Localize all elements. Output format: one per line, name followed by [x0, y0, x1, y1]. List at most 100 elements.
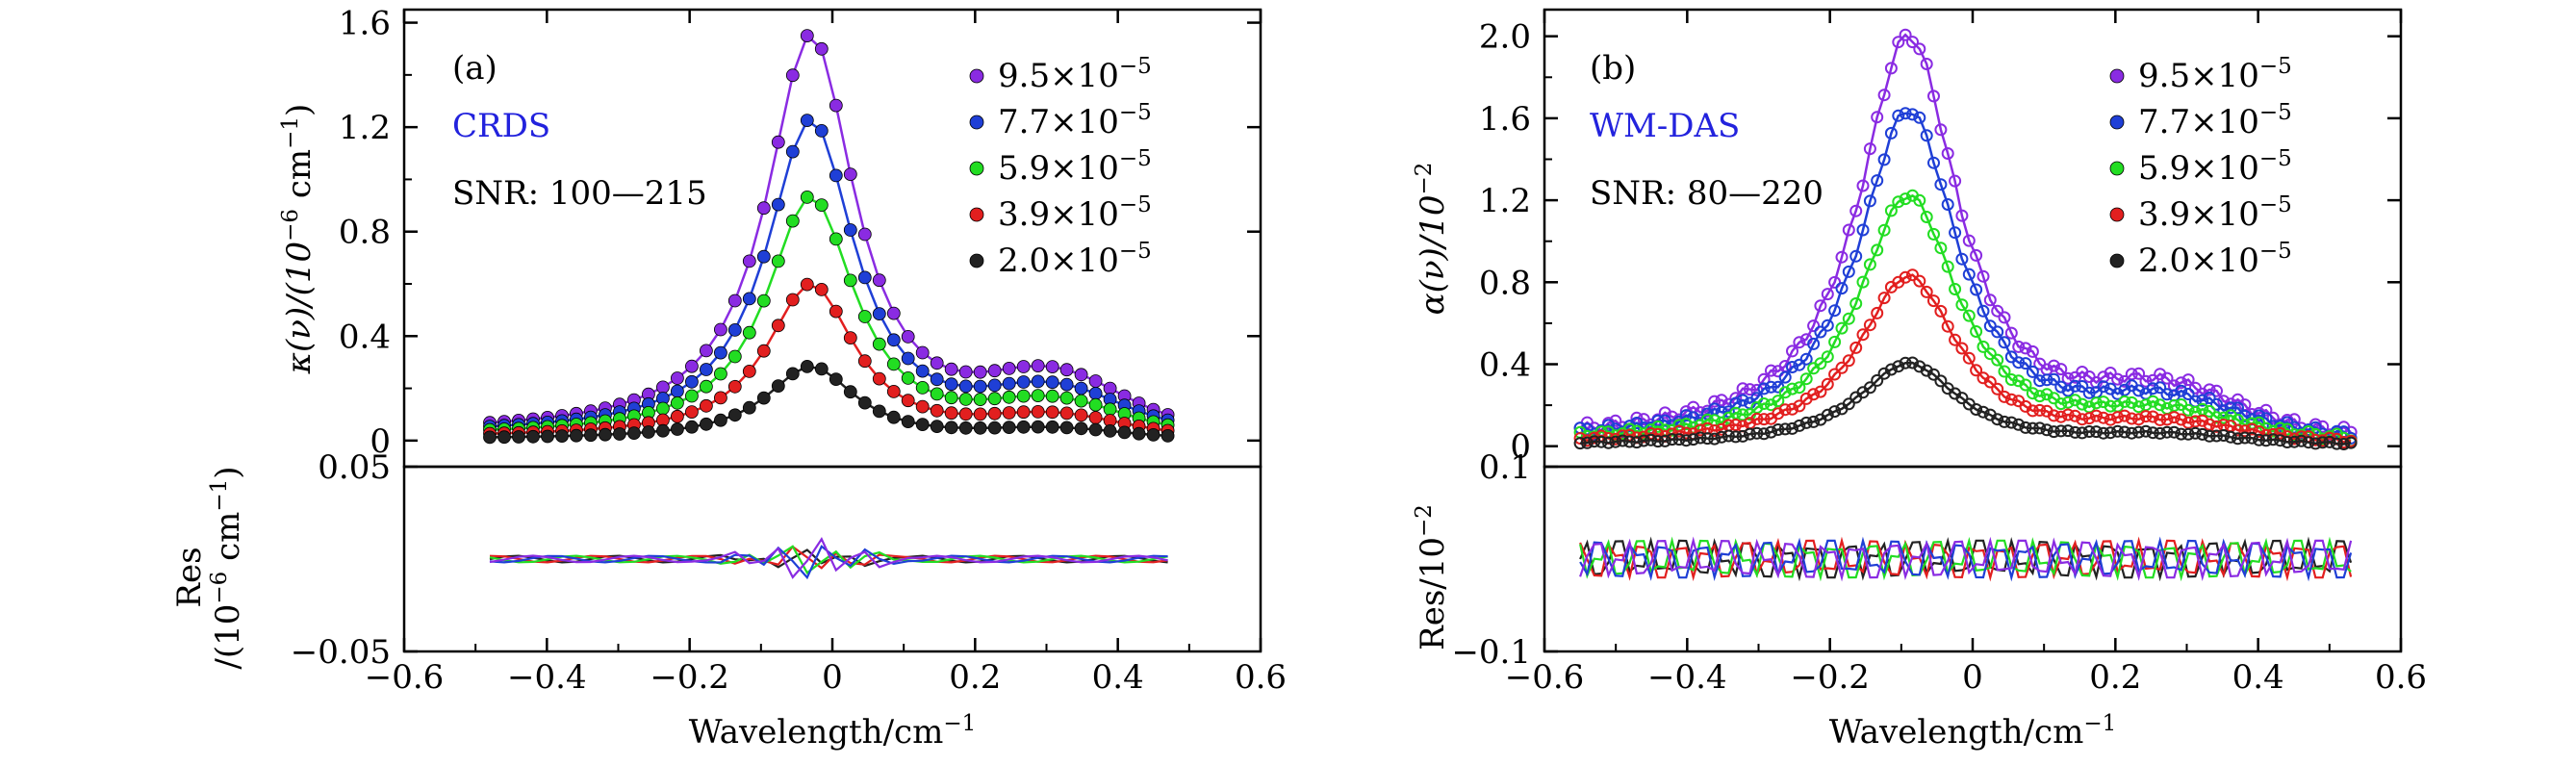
a-series-point-1	[987, 378, 1002, 393]
b-series-point-3	[2188, 415, 2202, 428]
a-res-yticks: 0.05 −0.05	[291, 448, 418, 672]
b-series-point-1	[1863, 194, 1876, 208]
a-res-series	[489, 537, 1168, 580]
b-series-point-0	[1842, 223, 1855, 237]
a-legend-marker	[969, 68, 984, 84]
a-series-point-4	[656, 423, 670, 438]
b-series-point-2	[1700, 413, 1714, 426]
b-series-point-1	[1835, 282, 1849, 295]
b-series-point-2	[1849, 297, 1863, 310]
b-series-point-4	[1991, 413, 2004, 426]
a-series-point-4	[671, 422, 684, 436]
b-snr-label: SNR: 80—220	[1590, 174, 1824, 213]
b-series-point-1	[1927, 156, 1940, 169]
a-series-point-3	[814, 282, 829, 296]
a-series-point-1	[1002, 376, 1016, 391]
b-series-point-1	[2069, 379, 2081, 393]
b-series-point-2	[1913, 193, 1926, 207]
a-series-point-2	[843, 273, 857, 288]
a-series-point-3	[857, 354, 872, 369]
a-residual-line-1	[489, 545, 1168, 570]
b-series-point-0	[1927, 89, 1940, 103]
b-series-point-4	[1998, 415, 2011, 428]
b-legend-label: 9.5×10−5	[2138, 54, 2292, 95]
a-series-point-2	[800, 190, 814, 204]
b-series-point-0	[2217, 395, 2231, 408]
a-xtick-label: 0.6	[1235, 658, 1287, 697]
b-series-point-2	[1998, 365, 2011, 378]
a-series-point-4	[1088, 422, 1103, 437]
b-series-point-0	[1786, 344, 1798, 358]
b-series-point-3	[1998, 390, 2011, 403]
a-series-point-3	[872, 371, 886, 386]
b-series-point-4	[2224, 430, 2237, 444]
b-series-point-3	[2154, 413, 2167, 426]
b-series-point-2	[1821, 350, 1834, 364]
a-series-point-4	[483, 430, 497, 445]
a-series-point-3	[1045, 405, 1059, 420]
b-series-point-3	[2104, 413, 2117, 426]
b-series-point-4	[1609, 435, 1622, 448]
b-ytick-label: 0	[1510, 428, 1531, 467]
b-series-point-0	[2047, 359, 2060, 372]
b-series-point-4	[1580, 436, 1594, 449]
b-series-point-3	[2146, 410, 2159, 423]
a-snr-label: SNR: 100—215	[452, 174, 707, 213]
b-series-point-0	[2026, 344, 2039, 358]
b-series-point-3	[1729, 419, 1743, 431]
b-series-point-0	[1906, 36, 1919, 49]
b-series-point-1	[2232, 401, 2244, 415]
a-series-point-3	[886, 384, 901, 398]
a-series-point-4	[814, 362, 829, 376]
b-series-point-0	[1708, 395, 1722, 408]
b-series-point-3	[2253, 425, 2266, 438]
b-series-point-0	[2004, 326, 2018, 340]
a-series-point-4	[756, 391, 771, 405]
b-series-point-4	[2266, 433, 2280, 446]
b-series-point-2	[1941, 260, 1954, 273]
b-xtick-label: −0.2	[1790, 658, 1870, 697]
b-series-point-3	[2203, 418, 2216, 431]
a-series-point-3	[785, 293, 800, 307]
a-legend-label: 3.9×10−5	[998, 192, 1152, 234]
a-series-point-0	[1031, 359, 1045, 373]
b-series-point-2	[2118, 395, 2131, 408]
b-legend-marker	[2109, 115, 2125, 130]
b-series-point-3	[1871, 306, 1884, 319]
a-series-point-3	[727, 379, 742, 394]
b-series-point-0	[2175, 376, 2188, 390]
b-series-point-4	[2026, 421, 2039, 435]
b-series-point-4	[2274, 434, 2287, 447]
b-series-point-0	[2132, 367, 2146, 380]
a-series-point-0	[700, 344, 713, 358]
a-series-point-4	[627, 426, 641, 441]
b-series-point-1	[1842, 265, 1855, 278]
b-series-point-3	[2033, 403, 2047, 417]
b-series-point-0	[1991, 304, 2004, 318]
b-series-point-1	[1856, 223, 1870, 237]
a-series-point-0	[814, 41, 829, 56]
b-series-point-2	[1757, 397, 1771, 410]
b-series-point-2	[1892, 195, 1905, 209]
b-series-point-2	[1799, 372, 1813, 386]
b-series-point-3	[1835, 361, 1849, 374]
a-series-point-0	[685, 359, 699, 373]
a-series-point-3	[742, 364, 756, 378]
a-series-point-3	[930, 403, 944, 418]
b-series-point-3	[2111, 411, 2125, 424]
b-series-point-4	[2295, 434, 2308, 447]
b-series-point-4	[1934, 374, 1948, 388]
b-series-point-0	[1920, 58, 1933, 70]
b-series-point-3	[1863, 319, 1876, 332]
a-series-point-1	[671, 384, 684, 398]
b-series-point-3	[1793, 399, 1806, 413]
a-series-point-0	[872, 273, 886, 288]
a-series-point-4	[1016, 420, 1031, 434]
b-series-point-3	[1941, 319, 1954, 333]
a-series-point-4	[727, 408, 742, 422]
a-series-point-3	[958, 407, 973, 421]
b-series-point-4	[2033, 421, 2047, 435]
b-series-point-0	[1934, 123, 1948, 137]
b-series-point-0	[1793, 336, 1806, 349]
a-main-series	[483, 29, 1175, 445]
